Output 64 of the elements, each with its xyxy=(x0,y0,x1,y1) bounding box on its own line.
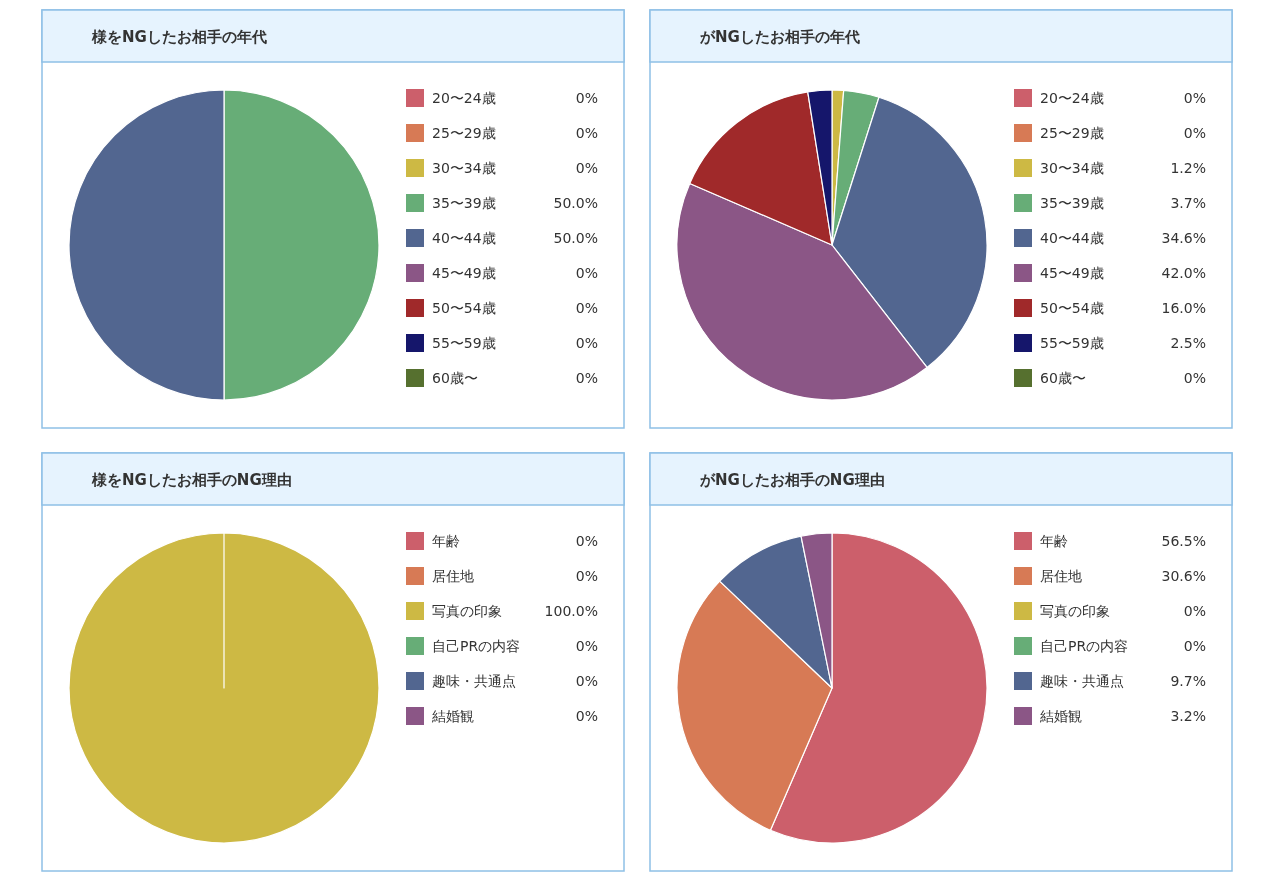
legend-label: 45〜49歳 xyxy=(432,265,496,281)
data-label: 1.2% xyxy=(1170,160,1206,176)
legend-label: 60歳〜 xyxy=(432,370,478,386)
legend-label: 自己PRの内容 xyxy=(432,638,521,654)
data-label: 3.2% xyxy=(1170,708,1206,724)
legend-label: 35〜39歳 xyxy=(1040,195,1104,211)
chart-title: がNGしたお相手のNG理由 xyxy=(699,471,885,489)
legend-label: 60歳〜 xyxy=(1040,370,1086,386)
data-label: 100.0% xyxy=(544,603,598,619)
legend-label: 写真の印象 xyxy=(432,603,502,619)
chart-title: 様をNGしたお相手のNG理由 xyxy=(91,471,292,489)
legend-label: 自己PRの内容 xyxy=(1040,638,1129,654)
legend-label: 45〜49歳 xyxy=(1040,265,1104,281)
data-label: 42.0% xyxy=(1161,265,1206,281)
text: 0% xyxy=(575,673,598,689)
text: 0% xyxy=(1183,370,1206,386)
text: 0% xyxy=(575,638,598,654)
data-label: 50.0% xyxy=(553,230,598,246)
text: 0% xyxy=(575,90,598,106)
legend-label: 年齢 xyxy=(432,533,460,549)
text: 0% xyxy=(575,160,598,176)
text: 0% xyxy=(575,335,598,351)
data-label: 30.6% xyxy=(1161,568,1206,584)
chart-title: がNGしたお相手の年代 xyxy=(699,28,860,46)
legend-label: 55〜59歳 xyxy=(432,335,496,351)
data-label: 56.5% xyxy=(1161,533,1206,549)
legend-label: 趣味・共通点 xyxy=(1040,673,1124,689)
text: 0% xyxy=(575,370,598,386)
text: 0% xyxy=(575,125,598,141)
legend-label: 趣味・共通点 xyxy=(432,673,516,689)
legend-label: 年齢 xyxy=(1040,533,1068,549)
legend-label: 35〜39歳 xyxy=(432,195,496,211)
legend-label: 居住地 xyxy=(1040,568,1082,584)
text: 0% xyxy=(575,568,598,584)
text: 0% xyxy=(1183,125,1206,141)
data-label: 16.0% xyxy=(1161,300,1206,316)
data-label: 2.5% xyxy=(1170,335,1206,351)
text: 0% xyxy=(1183,638,1206,654)
legend-label: 50〜54歳 xyxy=(1040,300,1104,316)
text: 0% xyxy=(575,265,598,281)
text: 0% xyxy=(575,708,598,724)
legend-label: 居住地 xyxy=(432,568,474,584)
data-label: 9.7% xyxy=(1170,673,1206,689)
legend-label: 40〜44歳 xyxy=(1040,230,1104,246)
legend-label: 25〜29歳 xyxy=(432,125,496,141)
legend-label: 20〜24歳 xyxy=(432,90,496,106)
legend-label: 20〜24歳 xyxy=(1040,90,1104,106)
chart-title: 様をNGしたお相手の年代 xyxy=(91,28,267,46)
legend-label: 25〜29歳 xyxy=(1040,125,1104,141)
legend-label: 40〜44歳 xyxy=(432,230,496,246)
text: 0% xyxy=(1183,90,1206,106)
data-label: 50.0% xyxy=(553,195,598,211)
legend-label: 写真の印象 xyxy=(1040,603,1110,619)
text: 0% xyxy=(575,300,598,316)
legend-label: 結婚観 xyxy=(431,708,474,724)
data-label: 3.7% xyxy=(1170,195,1206,211)
legend-label: 30〜34歳 xyxy=(1040,160,1104,176)
legend-label: 結婚観 xyxy=(1039,708,1082,724)
text: 0% xyxy=(575,533,598,549)
text: 0% xyxy=(1183,603,1206,619)
data-label: 34.6% xyxy=(1161,230,1206,246)
legend-label: 55〜59歳 xyxy=(1040,335,1104,351)
legend-label: 30〜34歳 xyxy=(432,160,496,176)
legend-label: 50〜54歳 xyxy=(432,300,496,316)
